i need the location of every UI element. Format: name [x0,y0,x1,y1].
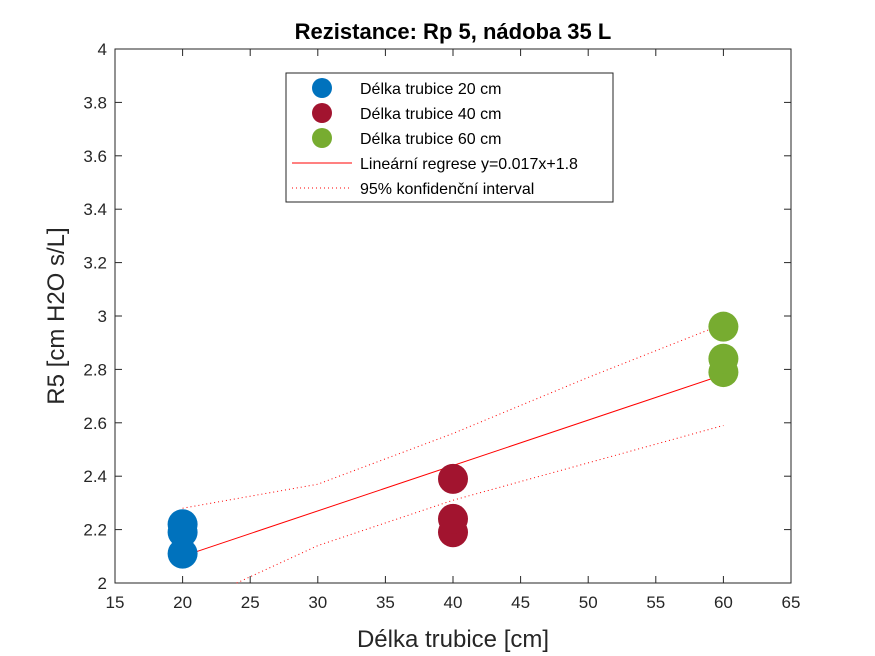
data-point-40cm [438,503,468,534]
legend-label: 95% konfidenční interval [360,181,534,198]
confidence-interval-upper-line [182,323,724,509]
y-tick-label: 3.4 [83,200,107,219]
x-tick-label: 65 [782,593,801,612]
y-tick-label: 3.2 [83,254,107,273]
x-tick-label: 60 [714,593,733,612]
plot-points [167,311,739,569]
x-tick-label: 45 [511,593,530,612]
y-tick-label: 2.6 [83,414,107,433]
data-point-20cm [167,538,198,569]
data-point-60cm [708,311,739,342]
x-tick-label: 15 [106,593,125,612]
legend-marker [312,78,332,98]
legend-label: Délka trubice 20 cm [360,81,501,98]
y-tick-label: 4 [98,40,107,59]
x-tick-label: 20 [173,593,192,612]
y-axis-label: R5 [cm H2O s/L] [43,227,70,404]
x-tick-label: 55 [646,593,665,612]
x-tick-label: 25 [241,593,260,612]
legend-label: Délka trubice 40 cm [360,106,501,123]
y-tick-label: 3 [98,307,107,326]
y-tick-label: 2.8 [83,360,107,379]
x-tick-label: 35 [376,593,395,612]
x-axis-label: Délka trubice [cm] [357,626,549,653]
x-tick-label: 50 [579,593,598,612]
legend-label: Délka trubice 60 cm [360,131,501,148]
legend-marker [312,128,332,148]
data-point-20cm [167,509,198,540]
x-tick-label: 40 [444,593,463,612]
y-tick-label: 2 [98,574,107,593]
legend-box [285,72,614,203]
x-tick-label: 30 [308,593,327,612]
chart-title: Rezistance: Rp 5, nádoba 35 L [295,19,612,44]
y-tick-label: 2.4 [83,467,107,486]
y-tick-label: 3.6 [83,147,107,166]
legend-label: Lineární regrese y=0.017x+1.8 [360,156,578,173]
legend-marker [312,103,332,123]
data-point-40cm [438,463,468,494]
y-tick-label: 3.8 [83,93,107,112]
y-tick-label: 2.2 [83,521,107,540]
data-point-60cm [708,343,739,374]
legend: Délka trubice 20 cm Délka trubice 40 cm Dé… [285,72,614,203]
axes: 15 20 25 30 35 40 45 50 55 60 65 2 2.2 2.4 2.6 2.8 3 3.2 3… [83,40,800,612]
